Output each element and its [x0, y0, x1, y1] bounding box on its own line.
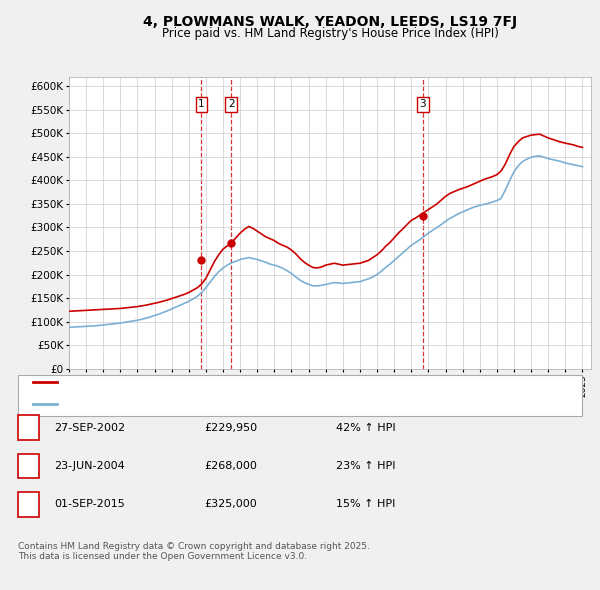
Text: 2: 2 — [228, 100, 235, 109]
Text: 27-SEP-2002: 27-SEP-2002 — [54, 423, 125, 432]
Text: 15% ↑ HPI: 15% ↑ HPI — [336, 500, 395, 509]
Text: 1: 1 — [198, 100, 205, 109]
Text: 4, PLOWMANS WALK, YEADON, LEEDS, LS19 7FJ: 4, PLOWMANS WALK, YEADON, LEEDS, LS19 7F… — [143, 15, 517, 29]
Text: 42% ↑ HPI: 42% ↑ HPI — [336, 423, 395, 432]
Text: Contains HM Land Registry data © Crown copyright and database right 2025.
This d: Contains HM Land Registry data © Crown c… — [18, 542, 370, 561]
Text: 1: 1 — [25, 423, 32, 432]
Text: 23-JUN-2004: 23-JUN-2004 — [54, 461, 125, 471]
Text: HPI: Average price, detached house, Leeds: HPI: Average price, detached house, Leed… — [63, 399, 286, 409]
Text: £325,000: £325,000 — [204, 500, 257, 509]
Text: £268,000: £268,000 — [204, 461, 257, 471]
Text: 4, PLOWMANS WALK, YEADON, LEEDS, LS19 7FJ (detached house): 4, PLOWMANS WALK, YEADON, LEEDS, LS19 7F… — [63, 378, 406, 387]
Text: 23% ↑ HPI: 23% ↑ HPI — [336, 461, 395, 471]
Text: 3: 3 — [419, 100, 426, 109]
Text: 3: 3 — [25, 500, 32, 509]
Text: Price paid vs. HM Land Registry's House Price Index (HPI): Price paid vs. HM Land Registry's House … — [161, 27, 499, 40]
Text: 2: 2 — [25, 461, 32, 471]
Text: £229,950: £229,950 — [204, 423, 257, 432]
Text: 01-SEP-2015: 01-SEP-2015 — [54, 500, 125, 509]
